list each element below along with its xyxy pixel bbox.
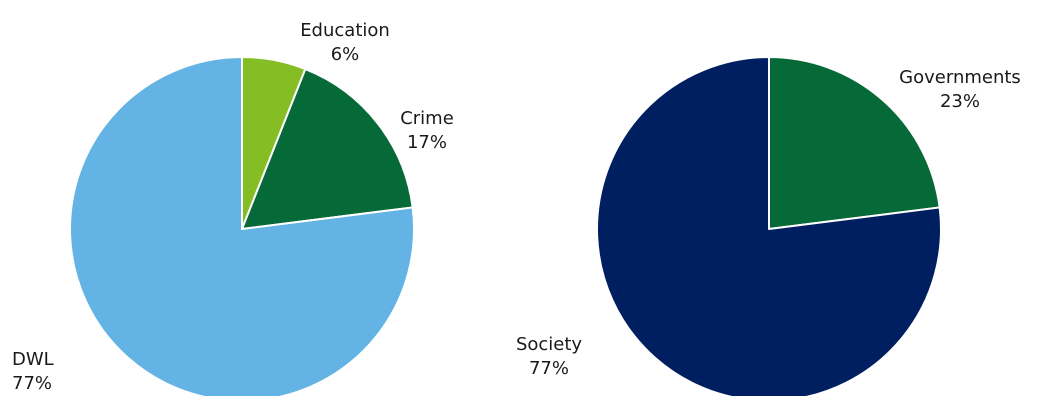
slice-label-percent: 6% xyxy=(331,44,360,65)
slice-label-name: Crime xyxy=(400,108,454,129)
slice-label-percent: 77% xyxy=(12,373,52,394)
pie-slice-governments xyxy=(768,56,941,230)
slice-label-name: DWL xyxy=(12,349,54,370)
slice-label-society: Society 77% xyxy=(516,334,582,379)
pie-slice-society xyxy=(596,56,942,396)
slice-label-name: Education xyxy=(300,20,390,41)
slice-label-crime: Crime 17% xyxy=(400,108,454,153)
pie-chart-left: Education 6% Crime 17% DWL 77% xyxy=(12,20,454,396)
pie-slice-crime xyxy=(241,68,414,230)
slice-label-dwl: DWL 77% xyxy=(12,349,54,394)
slice-label-percent: 17% xyxy=(407,132,447,153)
slice-label-education: Education 6% xyxy=(300,20,390,65)
pie-chart-right: Governments 23% Society 77% xyxy=(516,56,1021,396)
slice-label-percent: 77% xyxy=(529,358,569,379)
pie-slice-dwl xyxy=(69,56,415,396)
slice-label-percent: 23% xyxy=(940,91,980,112)
slice-label-name: Governments xyxy=(899,67,1021,88)
slice-label-governments: Governments 23% xyxy=(899,67,1021,112)
slice-label-name: Society xyxy=(516,334,582,355)
